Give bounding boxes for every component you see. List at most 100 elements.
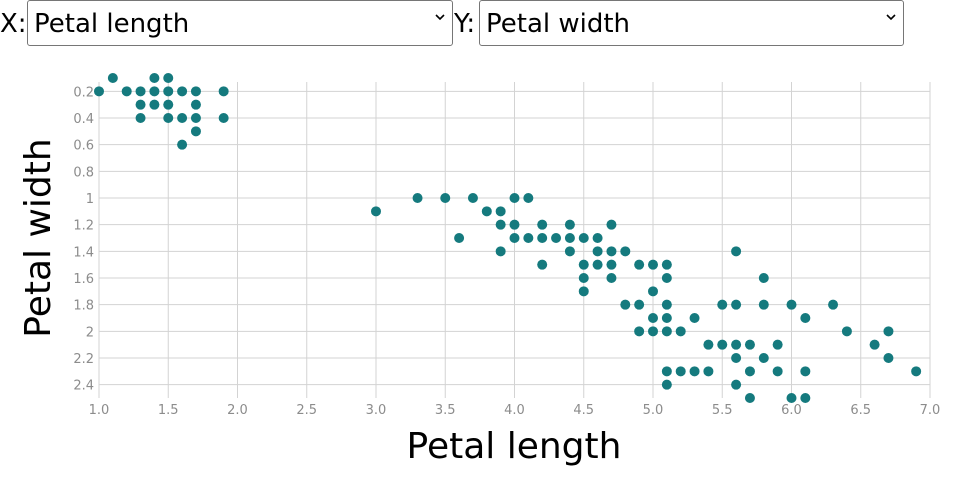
data-point [731, 379, 742, 390]
data-point [800, 366, 811, 377]
data-point [440, 193, 451, 203]
data-point [661, 326, 672, 337]
data-point [661, 379, 672, 390]
x-tick-label: 2.0 [227, 403, 248, 418]
x-axis-select-value: Petal length [34, 9, 190, 39]
data-point [675, 366, 686, 377]
y-axis-select-label: Y: [454, 9, 476, 39]
chevron-down-icon [886, 14, 896, 21]
data-point [606, 259, 617, 270]
data-point [634, 326, 645, 337]
data-point [772, 366, 783, 377]
data-point [135, 86, 146, 97]
data-point [163, 86, 174, 97]
data-point [648, 259, 658, 270]
chevron-down-icon [435, 14, 445, 21]
data-point [634, 299, 645, 310]
tick-labels: 1.0 1.5 2.0 2.5 3.0 3.5 4.0 4.5 5.0 5.5 6.0 6.5 7.0 0… [73, 85, 940, 418]
data-point [564, 219, 575, 230]
data-point [800, 393, 811, 403]
data-point [592, 246, 603, 257]
data-point [689, 366, 700, 377]
data-point [661, 366, 672, 377]
y-tick-label: 0.8 [73, 165, 94, 180]
data-point [661, 273, 672, 283]
data-point [537, 233, 548, 243]
x-axis-title: Petal length [407, 426, 622, 467]
data-point [731, 246, 742, 257]
data-point [661, 259, 672, 270]
data-point [717, 339, 728, 350]
y-tick-label: 2 [86, 325, 94, 340]
data-point [731, 299, 742, 310]
y-tick-label: 1.8 [73, 299, 94, 314]
data-point [648, 313, 658, 323]
data-point [772, 339, 783, 350]
data-point [149, 73, 160, 83]
x-tick-label: 6.5 [850, 403, 871, 418]
data-point [744, 393, 755, 403]
x-tick-label: 6.0 [781, 403, 802, 418]
data-point [883, 353, 894, 363]
data-point [149, 86, 160, 97]
data-point [661, 299, 672, 310]
y-tick-label: 1.2 [73, 219, 94, 234]
data-point [190, 126, 201, 137]
y-tick-label: 1 [86, 192, 94, 207]
data-point [758, 273, 769, 283]
y-tick-label: 0.4 [73, 112, 94, 127]
data-point [149, 99, 160, 110]
data-point [495, 206, 506, 217]
data-point [537, 219, 548, 230]
x-tick-label: 1.5 [158, 403, 179, 418]
y-axis-select-value: Petal width [486, 9, 631, 39]
data-point [190, 99, 201, 110]
data-point [744, 366, 755, 377]
data-point [731, 339, 742, 350]
data-point [592, 233, 603, 243]
y-axis-select[interactable]: Petal width [479, 0, 904, 46]
data-point [509, 219, 520, 230]
data-point [620, 246, 631, 257]
data-point [731, 353, 742, 363]
data-point [190, 86, 201, 97]
x-tick-label: 7.0 [920, 403, 941, 418]
axis-controls: X: Petal length Y: Petal width [0, 0, 960, 48]
data-point [648, 286, 658, 297]
data-point [163, 99, 174, 110]
data-point [675, 326, 686, 337]
data-point [537, 259, 548, 270]
data-point [578, 233, 589, 243]
y-tick-label: 1.4 [73, 245, 94, 260]
data-point [564, 233, 575, 243]
data-point [606, 273, 617, 283]
data-point [758, 353, 769, 363]
x-axis-select[interactable]: Petal length [27, 0, 453, 46]
data-point [135, 113, 146, 123]
data-point [661, 313, 672, 323]
data-point [94, 86, 104, 97]
data-point [551, 233, 562, 243]
data-point [717, 299, 728, 310]
data-point [606, 219, 617, 230]
data-point [800, 313, 811, 323]
data-point [454, 233, 465, 243]
y-tick-label: 2.4 [73, 379, 94, 394]
data-point [177, 113, 188, 123]
x-tick-label: 3.0 [366, 403, 387, 418]
x-tick-label: 5.0 [643, 403, 664, 418]
data-point [758, 299, 769, 310]
data-point [412, 193, 423, 203]
data-point [786, 393, 797, 403]
data-point [177, 86, 188, 97]
data-point [218, 86, 229, 97]
data-point [689, 313, 700, 323]
y-tick-label: 1.6 [73, 272, 94, 287]
data-point [703, 366, 714, 377]
x-tick-label: 3.5 [435, 403, 456, 418]
x-tick-label: 5.5 [712, 403, 733, 418]
x-tick-label: 4.0 [504, 403, 525, 418]
data-point [578, 259, 589, 270]
data-point [828, 299, 839, 310]
y-axis-title: Petal width [18, 138, 59, 337]
